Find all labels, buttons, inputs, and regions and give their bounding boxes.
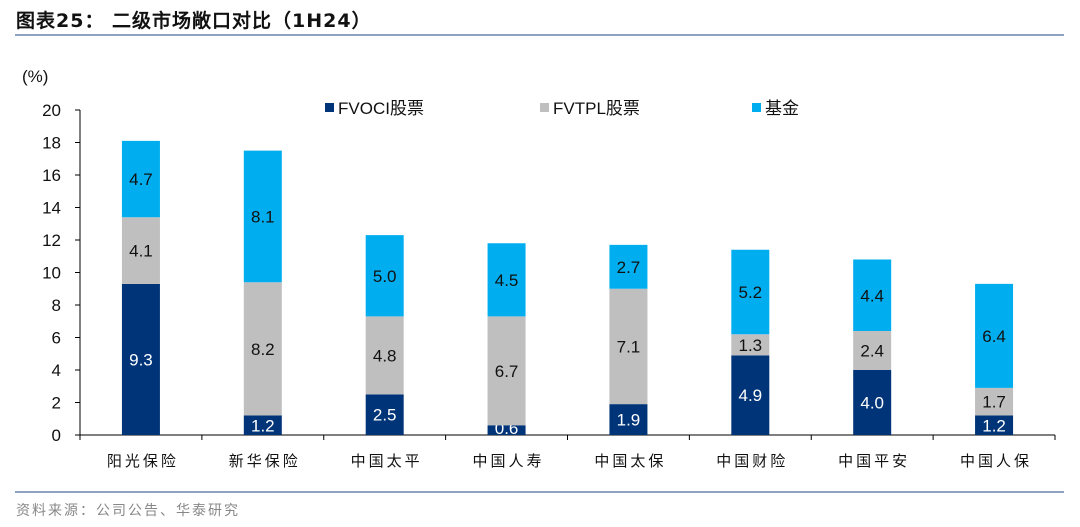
data-label: 9.3 bbox=[129, 350, 153, 369]
x-category-label: 中国人寿 bbox=[473, 452, 545, 470]
bar-segment bbox=[609, 288, 648, 405]
data-label: 2.7 bbox=[617, 258, 641, 277]
data-label: 4.8 bbox=[373, 346, 397, 365]
legend-label: FVOCI股票 bbox=[338, 99, 424, 118]
y-tick-label: 10 bbox=[42, 264, 61, 283]
data-label: 4.0 bbox=[860, 394, 884, 413]
bar-segment bbox=[609, 244, 648, 289]
bar-segment bbox=[853, 331, 892, 370]
bar-segment bbox=[487, 243, 526, 317]
bar-segment bbox=[975, 415, 1014, 435]
legend-swatch bbox=[540, 103, 549, 112]
legend-swatch bbox=[325, 103, 334, 112]
bar-segment bbox=[365, 394, 404, 435]
y-tick-label: 8 bbox=[52, 296, 61, 315]
x-category-label: 中国太平 bbox=[351, 452, 423, 470]
x-category-label: 中国平安 bbox=[838, 452, 910, 470]
bar-segment bbox=[853, 259, 892, 331]
bars: 9.34.14.71.28.28.12.54.85.00.66.74.51.97… bbox=[121, 140, 1014, 438]
y-tick-label: 2 bbox=[52, 394, 61, 413]
title-divider bbox=[15, 34, 1064, 36]
bar-segment bbox=[121, 217, 160, 284]
x-category-label: 中国太保 bbox=[594, 452, 666, 470]
data-label: 4.5 bbox=[495, 271, 519, 290]
y-tick-label: 14 bbox=[42, 199, 61, 218]
data-label: 2.5 bbox=[373, 406, 397, 425]
y-axis: 0 2 4 6 8 10 12 14 16 18 20 bbox=[42, 101, 81, 445]
bar-segment bbox=[243, 282, 282, 416]
bar-segment bbox=[243, 415, 282, 435]
legend-swatch bbox=[752, 103, 761, 112]
y-tick-label: 12 bbox=[42, 231, 61, 250]
bar-segment bbox=[731, 355, 770, 435]
data-label: 1.9 bbox=[617, 411, 641, 430]
y-tick-label: 16 bbox=[42, 166, 61, 185]
legend-label: FVTPL股票 bbox=[553, 99, 640, 118]
data-label: 7.1 bbox=[617, 337, 641, 356]
legend: FVOCI股票 FVTPL股票 基金 bbox=[325, 99, 799, 118]
data-label: 1.7 bbox=[982, 393, 1006, 412]
bar-segment bbox=[243, 150, 282, 283]
chart-title: 图表25： 二级市场敞口对比（1H24） bbox=[16, 10, 372, 32]
y-tick-label: 6 bbox=[52, 329, 61, 348]
bar-segment bbox=[365, 235, 404, 317]
data-label: 1.3 bbox=[738, 336, 762, 355]
y-axis-label: (%) bbox=[22, 67, 48, 86]
bar-segment bbox=[487, 425, 526, 435]
y-tick-label: 20 bbox=[42, 101, 61, 120]
bar-segment bbox=[365, 316, 404, 395]
bar-segment bbox=[609, 404, 648, 435]
y-tick-label: 18 bbox=[42, 134, 61, 153]
y-tick-label: 0 bbox=[52, 426, 61, 445]
data-label: 1.2 bbox=[251, 416, 275, 435]
legend-label: 基金 bbox=[765, 99, 799, 118]
data-label: 8.1 bbox=[251, 207, 275, 226]
bar-segment bbox=[121, 140, 160, 218]
data-label: 1.2 bbox=[982, 416, 1006, 435]
x-category-label: 阳光保险 bbox=[107, 452, 179, 470]
bar-segment bbox=[487, 316, 526, 426]
data-label: 4.9 bbox=[738, 386, 762, 405]
data-label: 8.2 bbox=[251, 340, 275, 359]
data-label: 4.7 bbox=[129, 170, 153, 189]
bar-segment bbox=[853, 370, 892, 435]
data-label: 4.1 bbox=[129, 242, 153, 261]
bar-segment bbox=[975, 387, 1014, 416]
data-label: 6.7 bbox=[495, 362, 519, 381]
footer-divider bbox=[15, 491, 1064, 493]
data-label: 4.4 bbox=[860, 286, 884, 305]
data-label: 5.0 bbox=[373, 267, 397, 286]
source-note: 资料来源：公司公告、华泰研究 bbox=[16, 503, 240, 519]
data-label: 2.4 bbox=[860, 342, 884, 361]
data-label: 5.2 bbox=[738, 283, 762, 302]
bar-segment bbox=[731, 334, 770, 356]
bar-segment bbox=[975, 283, 1014, 388]
y-tick-label: 4 bbox=[52, 361, 61, 380]
x-axis: 阳光保险 新华保险 中国太平 中国人寿 中国太保 中国财险 中国平安 中国人保 bbox=[79, 434, 1056, 470]
data-label: 6.4 bbox=[982, 327, 1006, 346]
x-category-label: 中国人保 bbox=[960, 452, 1032, 470]
x-category-label: 新华保险 bbox=[229, 452, 301, 470]
bar-segment bbox=[731, 249, 770, 335]
bar-segment bbox=[121, 283, 160, 435]
x-category-label: 中国财险 bbox=[716, 452, 788, 470]
